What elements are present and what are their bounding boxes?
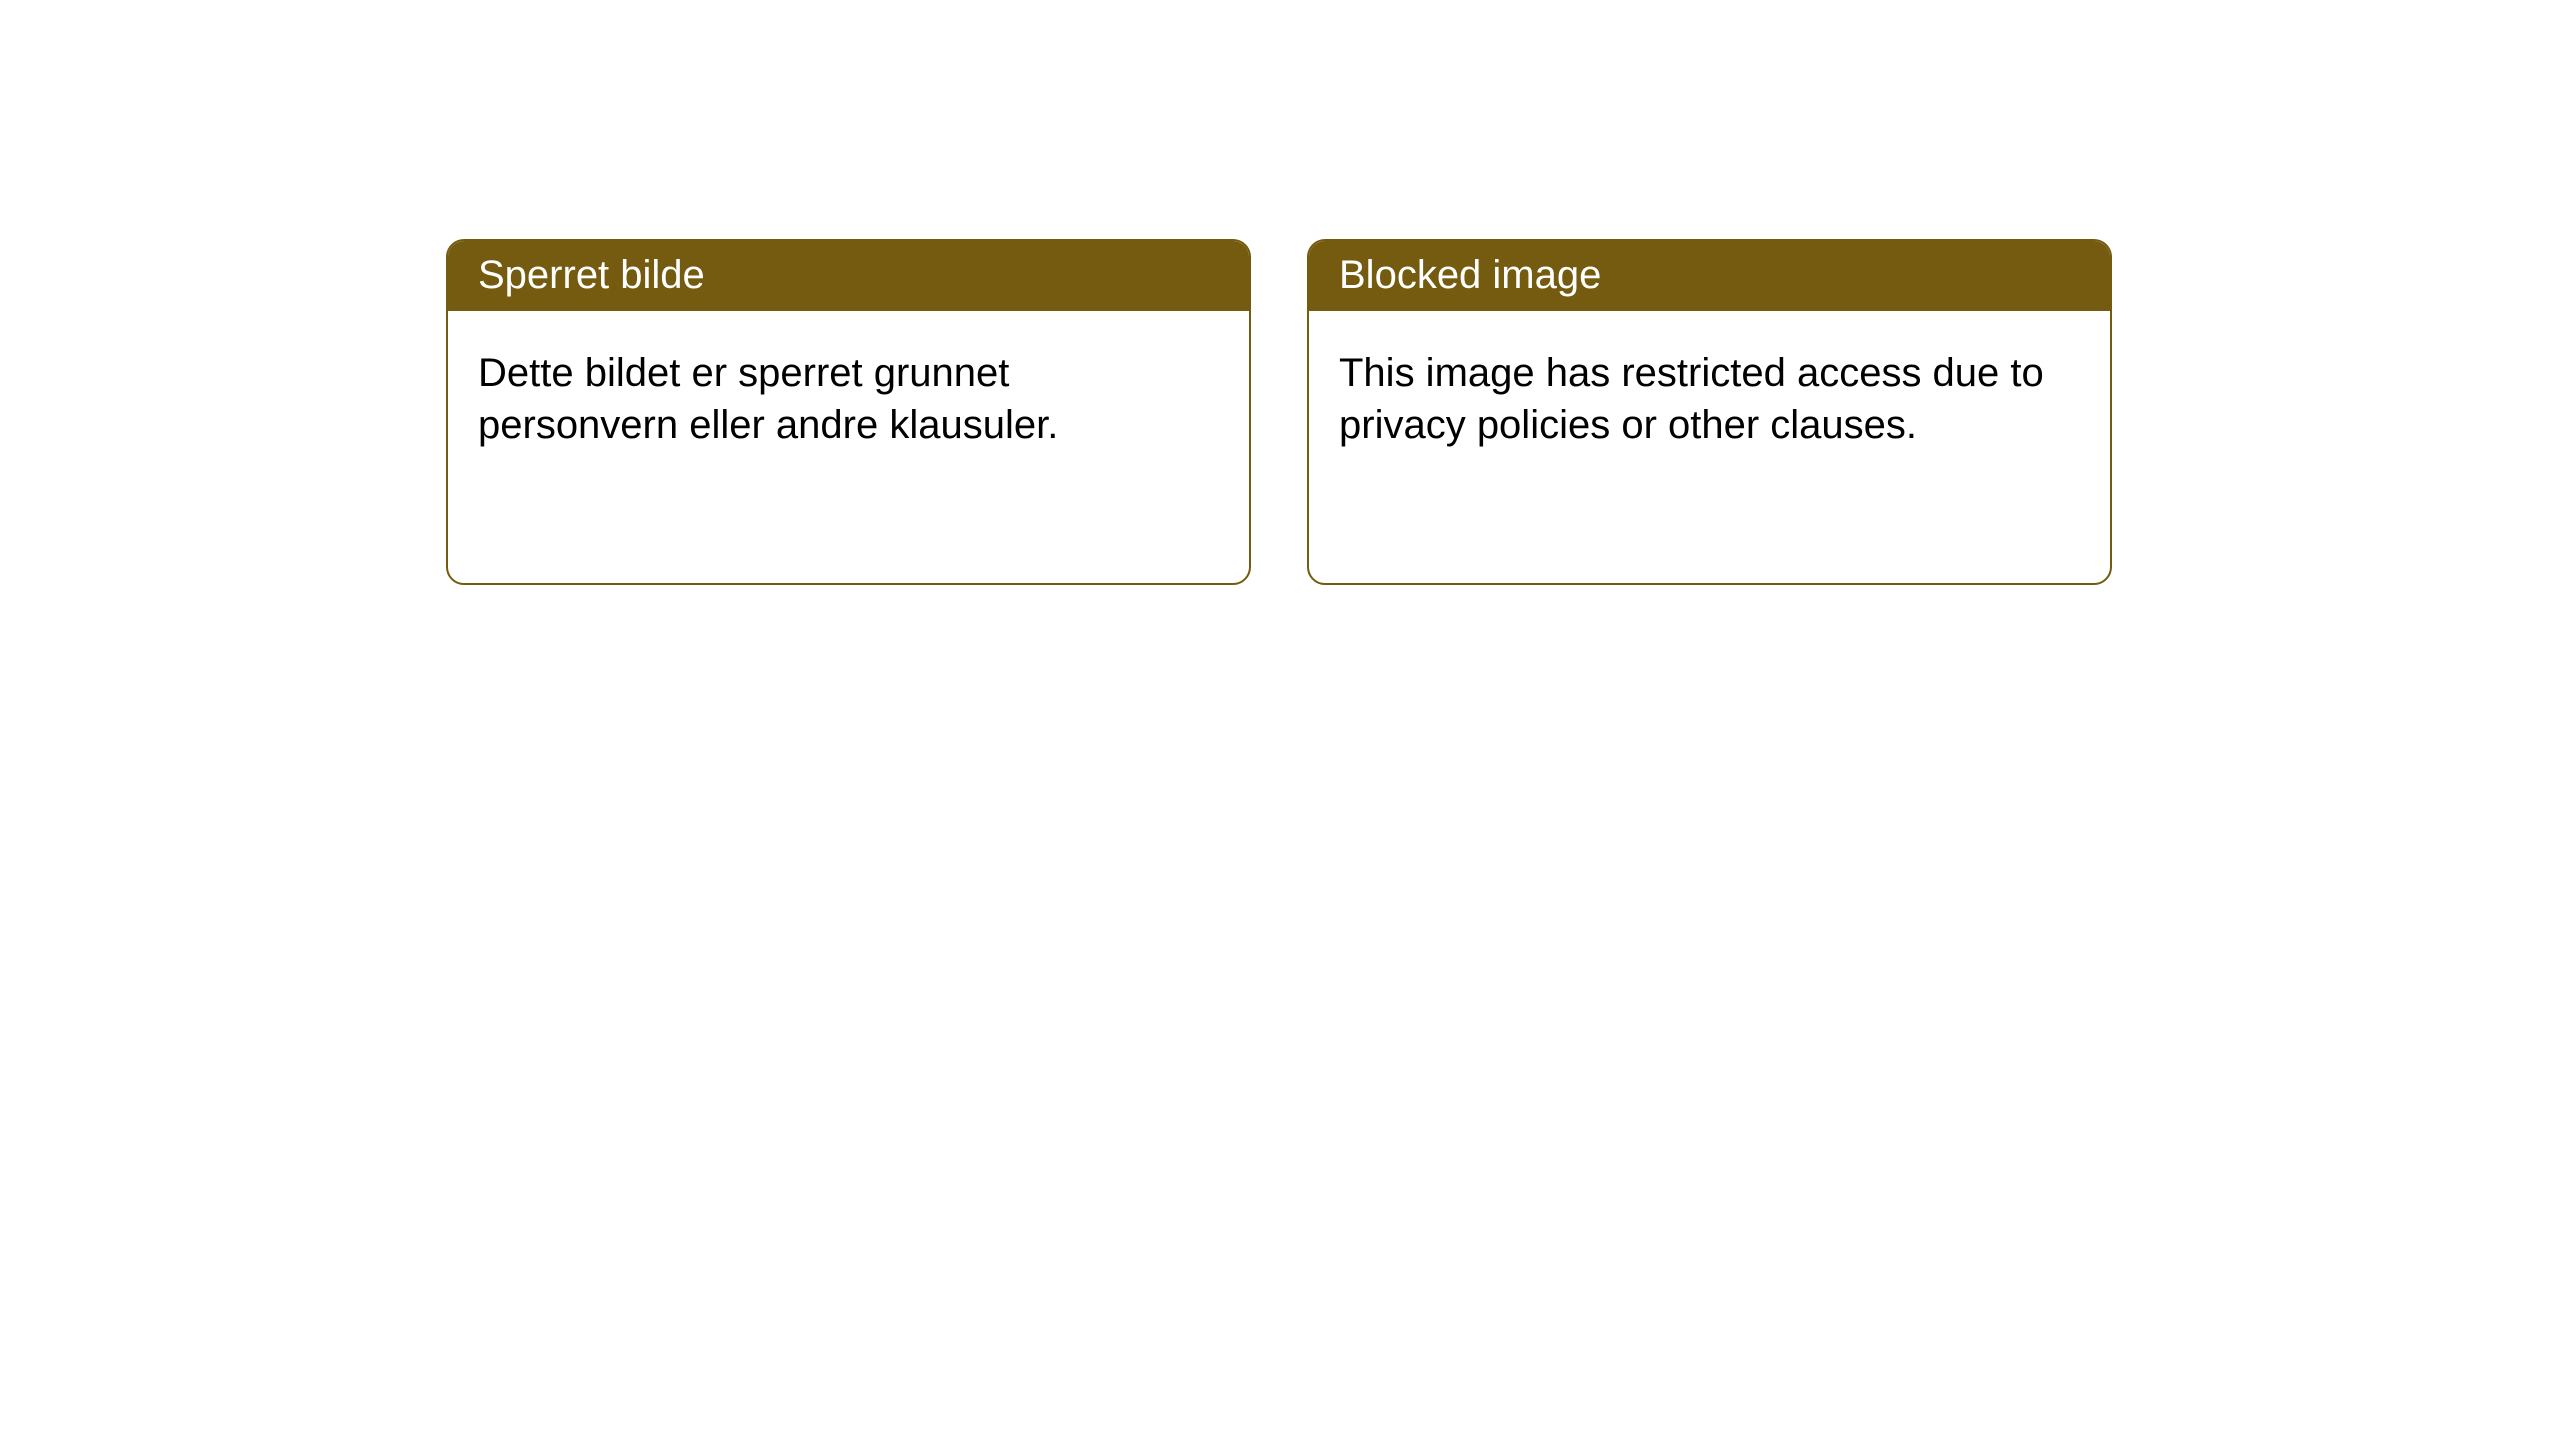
card-english: Blocked image This image has restricted … — [1307, 239, 2112, 585]
card-header-english: Blocked image — [1309, 241, 2110, 311]
card-body-english: This image has restricted access due to … — [1309, 311, 2110, 583]
card-body-norwegian: Dette bildet er sperret grunnet personve… — [448, 311, 1249, 583]
card-header-norwegian: Sperret bilde — [448, 241, 1249, 311]
cards-container: Sperret bilde Dette bildet er sperret gr… — [446, 239, 2112, 585]
card-norwegian: Sperret bilde Dette bildet er sperret gr… — [446, 239, 1251, 585]
